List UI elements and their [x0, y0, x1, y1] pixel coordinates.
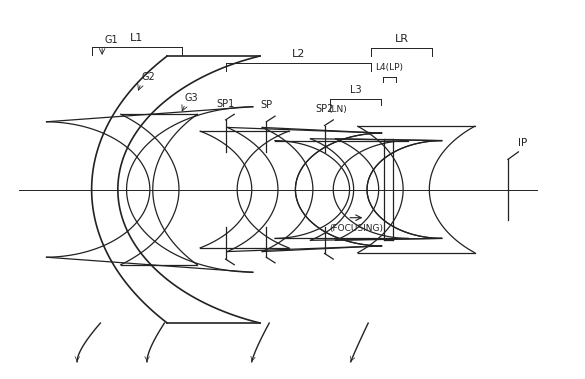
Text: IP: IP	[518, 138, 528, 148]
Text: G2: G2	[141, 72, 155, 82]
Text: LR: LR	[395, 34, 409, 44]
Text: L4(LP): L4(LP)	[376, 63, 404, 72]
Text: L3: L3	[350, 85, 362, 95]
Text: (LN): (LN)	[329, 105, 347, 114]
Text: G3: G3	[185, 93, 198, 103]
Text: SP1: SP1	[216, 99, 235, 109]
Text: SP2: SP2	[315, 104, 333, 114]
Text: (FOCUSING): (FOCUSING)	[329, 224, 384, 233]
Text: SP: SP	[260, 100, 273, 111]
Text: G1: G1	[105, 34, 118, 45]
Text: L1: L1	[130, 33, 143, 43]
Text: L2: L2	[292, 49, 305, 59]
